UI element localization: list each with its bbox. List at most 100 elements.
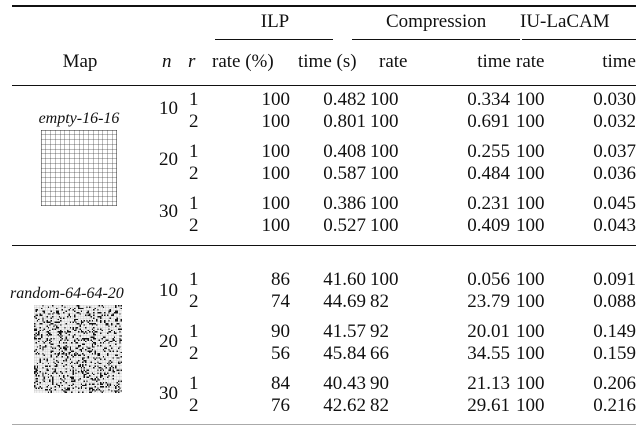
ilp-rate-cell: 56 <box>271 343 290 364</box>
comp-time-cell: 29.61 <box>467 395 510 416</box>
top-rule <box>12 5 636 7</box>
n-value: 10 <box>159 280 178 301</box>
iu-time-cell: 0.036 <box>593 163 636 184</box>
comp-time-cell: 23.79 <box>467 291 510 312</box>
col-r: r <box>188 51 196 72</box>
ilp-time-cell: 0.527 <box>323 215 366 236</box>
ilp-header: ILP <box>260 11 290 32</box>
comp-rate-cell: 90 <box>370 373 389 394</box>
iu-time-cell: 0.037 <box>593 141 636 162</box>
col-comp-time: time <box>477 51 511 72</box>
iu-lacam-group-rule <box>522 39 636 40</box>
iu-rate-cell: 100 <box>516 373 545 394</box>
comp-rate-cell: 100 <box>370 269 399 290</box>
r-value: 2 <box>189 291 199 312</box>
compression-header: Compression <box>386 11 487 32</box>
col-ilp-rate: rate (%) <box>212 51 274 72</box>
ilp-rate-cell: 84 <box>271 373 290 394</box>
iu-rate-cell: 100 <box>516 395 545 416</box>
r-value: 1 <box>189 89 199 110</box>
comp-rate-cell: 100 <box>370 193 399 214</box>
r-value: 2 <box>189 215 199 236</box>
n-value: 20 <box>159 149 178 170</box>
map-name-empty: empty-16-16 <box>38 110 120 127</box>
ilp-time-cell: 0.482 <box>323 89 366 110</box>
bottom-rule <box>12 424 636 425</box>
iu-time-cell: 0.159 <box>593 343 636 364</box>
map-thumbnail-random <box>34 305 122 393</box>
col-map: Map <box>62 51 98 72</box>
iu-time-cell: 0.088 <box>593 291 636 312</box>
comp-rate-cell: 66 <box>370 343 389 364</box>
ilp-time-cell: 41.60 <box>323 269 366 290</box>
ilp-time-cell: 41.57 <box>323 321 366 342</box>
r-value: 2 <box>189 395 199 416</box>
section-rule <box>12 245 636 246</box>
iu-rate-cell: 100 <box>516 215 545 236</box>
iu-time-cell: 0.030 <box>593 89 636 110</box>
comp-time-cell: 0.691 <box>467 111 510 132</box>
ilp-rate-cell: 100 <box>261 89 291 110</box>
ilp-rate-cell: 86 <box>271 269 290 290</box>
comp-time-cell: 0.231 <box>467 193 510 214</box>
ilp-time-cell: 42.62 <box>323 395 366 416</box>
iu-rate-cell: 100 <box>516 163 545 184</box>
n-value: 30 <box>159 383 178 404</box>
comp-rate-cell: 100 <box>370 163 399 184</box>
col-iu-time: time <box>602 51 636 72</box>
ilp-rate-cell: 90 <box>271 321 290 342</box>
r-value: 1 <box>189 193 199 214</box>
col-ilp-time: time (s) <box>298 51 357 72</box>
ilp-rate-cell: 100 <box>261 163 291 184</box>
ilp-rate-cell: 100 <box>261 141 291 162</box>
ilp-time-cell: 45.84 <box>323 343 366 364</box>
comp-rate-cell: 100 <box>370 111 399 132</box>
r-value: 1 <box>189 269 199 290</box>
comp-time-cell: 0.334 <box>467 89 510 110</box>
n-value: 20 <box>159 331 178 352</box>
iu-rate-cell: 100 <box>516 111 545 132</box>
comp-rate-cell: 82 <box>370 395 389 416</box>
ilp-time-cell: 0.386 <box>323 193 366 214</box>
iu-rate-cell: 100 <box>516 269 545 290</box>
ilp-rate-cell: 100 <box>261 111 291 132</box>
ilp-rate-cell: 76 <box>271 395 290 416</box>
n-value: 30 <box>159 201 178 222</box>
col-n: n <box>162 51 172 72</box>
compression-group-rule <box>352 39 520 40</box>
ilp-rate-cell: 100 <box>261 193 291 214</box>
ilp-time-cell: 40.43 <box>323 373 366 394</box>
iu-time-cell: 0.045 <box>593 193 636 214</box>
comp-rate-cell: 100 <box>370 89 399 110</box>
r-value: 2 <box>189 343 199 364</box>
iu-time-cell: 0.206 <box>593 373 636 394</box>
ilp-time-cell: 0.587 <box>323 163 366 184</box>
iu-time-cell: 0.043 <box>593 215 636 236</box>
iu-time-cell: 0.091 <box>593 269 636 290</box>
ilp-group-rule <box>215 39 333 40</box>
iu-rate-cell: 100 <box>516 141 545 162</box>
comp-time-cell: 0.255 <box>467 141 510 162</box>
comp-rate-cell: 92 <box>370 321 389 342</box>
iu-time-cell: 0.149 <box>593 321 636 342</box>
comp-rate-cell: 100 <box>370 141 399 162</box>
r-value: 2 <box>189 111 199 132</box>
iu-rate-cell: 100 <box>516 89 545 110</box>
r-value: 2 <box>189 163 199 184</box>
r-value: 1 <box>189 373 199 394</box>
r-value: 1 <box>189 141 199 162</box>
ilp-time-cell: 0.408 <box>323 141 366 162</box>
iu-rate-cell: 100 <box>516 321 545 342</box>
map-thumbnail-empty <box>41 130 117 206</box>
iu-rate-cell: 100 <box>516 291 545 312</box>
iu-lacam-header: IU-LaCAM <box>520 11 610 32</box>
comp-time-cell: 21.13 <box>467 373 510 394</box>
col-iu-rate: rate <box>516 51 545 72</box>
ilp-time-cell: 44.69 <box>323 291 366 312</box>
comp-time-cell: 0.484 <box>467 163 510 184</box>
ilp-rate-cell: 100 <box>261 215 291 236</box>
comp-rate-cell: 100 <box>370 215 399 236</box>
n-value: 10 <box>159 98 178 119</box>
ilp-time-cell: 0.801 <box>323 111 366 132</box>
r-value: 1 <box>189 321 199 342</box>
